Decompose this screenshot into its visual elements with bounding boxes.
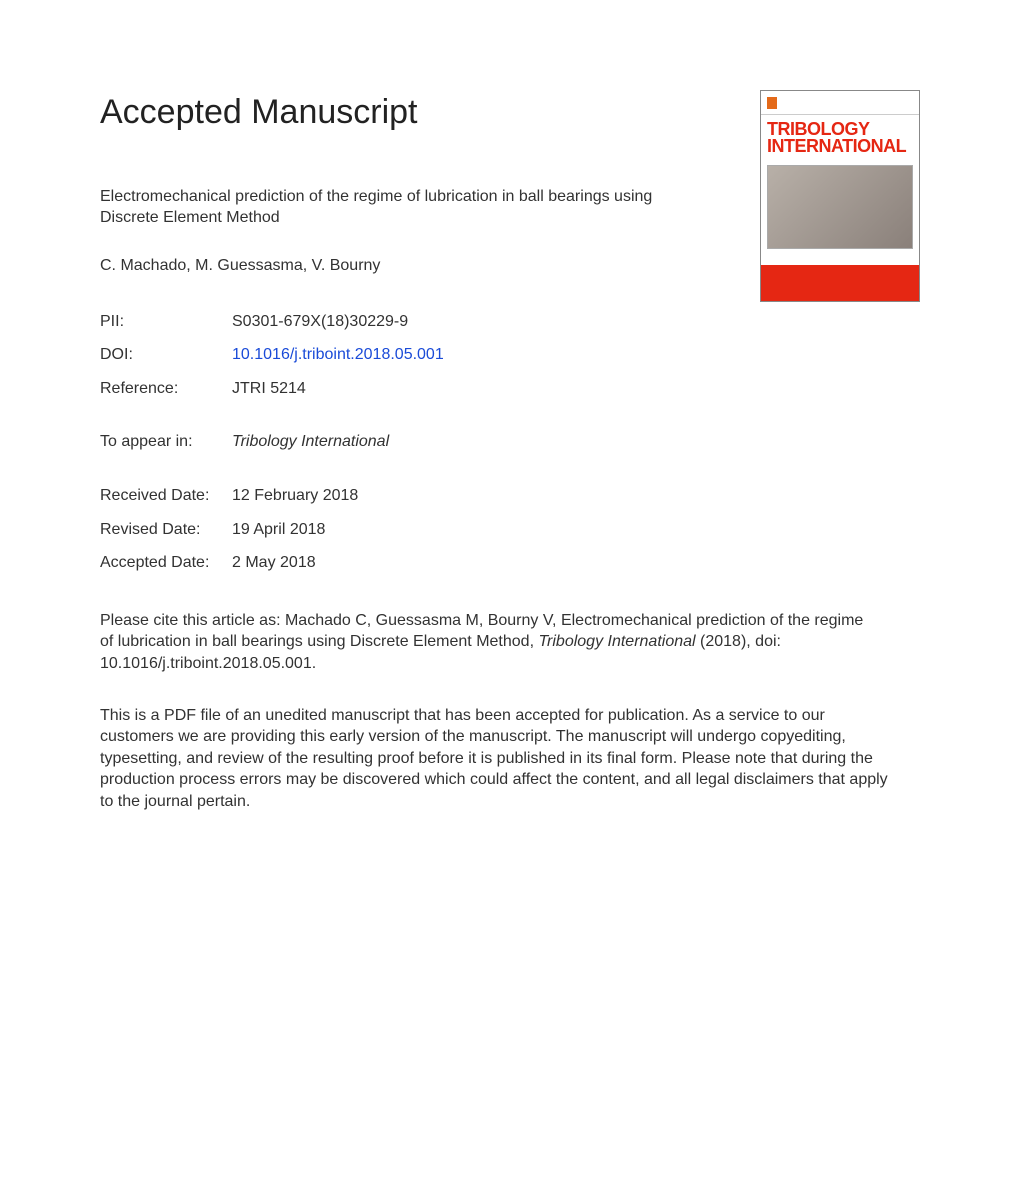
meta-row-revised: Revised Date: 19 April 2018: [100, 519, 920, 541]
revised-value: 19 April 2018: [232, 519, 325, 541]
page-heading: Accepted Manuscript: [100, 90, 730, 136]
cover-journal-name: TRIBOLOGY INTERNATIONAL: [767, 121, 913, 155]
article-title: Electromechanical prediction of the regi…: [100, 186, 700, 229]
meta-row-appear: To appear in: Tribology International: [100, 431, 920, 453]
appear-label: To appear in:: [100, 431, 232, 453]
header-row: Accepted Manuscript Electromechanical pr…: [100, 90, 920, 305]
received-value: 12 February 2018: [232, 485, 358, 507]
cover-body: TRIBOLOGY INTERNATIONAL: [761, 115, 919, 265]
metadata-block: PII: S0301-679X(18)30229-9 DOI: 10.1016/…: [100, 311, 920, 574]
publisher-logo-icon: [767, 97, 777, 109]
doi-value: 10.1016/j.triboint.2018.05.001: [232, 344, 444, 366]
accepted-label: Accepted Date:: [100, 552, 232, 574]
meta-row-received: Received Date: 12 February 2018: [100, 485, 920, 507]
citation-journal: Tribology International: [538, 633, 695, 650]
doi-label: DOI:: [100, 344, 232, 366]
reference-value: JTRI 5214: [232, 378, 306, 400]
reference-label: Reference:: [100, 378, 232, 400]
disclaimer-paragraph: This is a PDF file of an unedited manusc…: [100, 705, 900, 813]
meta-row-pii: PII: S0301-679X(18)30229-9: [100, 311, 920, 333]
journal-cover-thumbnail: TRIBOLOGY INTERNATIONAL: [760, 90, 920, 302]
meta-row-reference: Reference: JTRI 5214: [100, 378, 920, 400]
cover-top-bar: [761, 91, 919, 115]
cover-journal-line2: INTERNATIONAL: [767, 136, 906, 156]
appear-value: Tribology International: [232, 431, 389, 453]
pii-label: PII:: [100, 311, 232, 333]
doi-link[interactable]: 10.1016/j.triboint.2018.05.001: [232, 346, 444, 363]
meta-row-accepted: Accepted Date: 2 May 2018: [100, 552, 920, 574]
pii-value: S0301-679X(18)30229-9: [232, 311, 408, 333]
authors-line: C. Machado, M. Guessasma, V. Bourny: [100, 255, 730, 277]
citation-paragraph: Please cite this article as: Machado C, …: [100, 610, 880, 675]
cover-figure-placeholder: [767, 165, 913, 249]
accepted-value: 2 May 2018: [232, 552, 316, 574]
revised-label: Revised Date:: [100, 519, 232, 541]
meta-row-doi: DOI: 10.1016/j.triboint.2018.05.001: [100, 344, 920, 366]
cover-bottom-band: [761, 265, 919, 301]
received-label: Received Date:: [100, 485, 232, 507]
header-text-col: Accepted Manuscript Electromechanical pr…: [100, 90, 730, 305]
